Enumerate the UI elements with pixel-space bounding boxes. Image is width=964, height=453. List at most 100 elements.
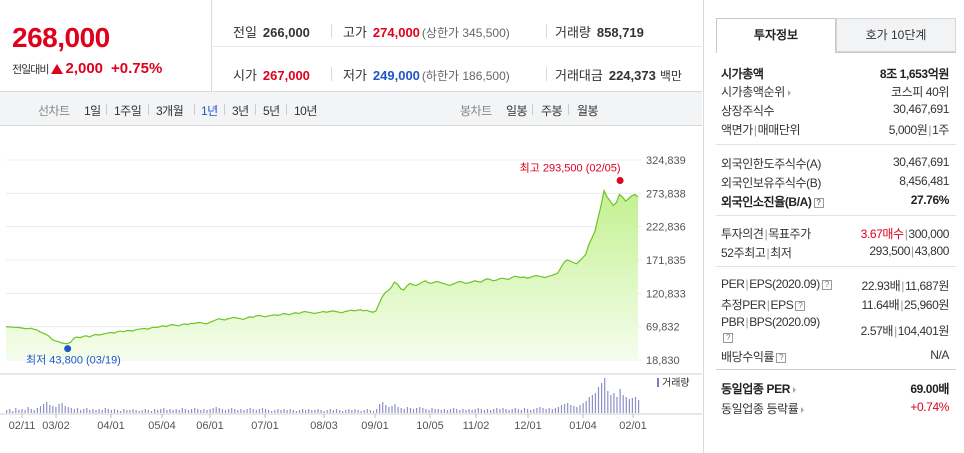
volume-bar	[157, 410, 159, 413]
volume-bar	[523, 408, 526, 413]
volume-bar	[520, 410, 522, 413]
volume-bar	[9, 409, 11, 413]
volume-bar	[166, 410, 168, 413]
divider	[194, 104, 195, 115]
volume-bar	[243, 410, 245, 413]
volume-bar	[187, 410, 190, 413]
volume-bar	[231, 408, 233, 413]
divider	[286, 104, 287, 115]
volume-bar	[468, 409, 470, 413]
bps-value: 104,401원	[897, 324, 950, 338]
divider	[568, 104, 569, 115]
eps-date: (2020.09)	[772, 277, 820, 291]
tab-invest-info[interactable]: 투자정보	[716, 18, 836, 52]
volume-bar	[61, 403, 63, 413]
volume-bar	[527, 409, 529, 413]
volume-bar	[391, 406, 393, 413]
x-tick-label: 04/01	[97, 420, 125, 432]
stat-high-label: 고가	[343, 25, 367, 40]
volume-bar	[477, 408, 479, 413]
target-label: 목표주가	[768, 227, 811, 241]
line-chart-label: 선차트	[38, 104, 70, 118]
industry-per-label[interactable]: 동일업종 PER	[721, 380, 796, 397]
volume-bar	[320, 410, 322, 413]
volume-bar	[36, 408, 38, 413]
bps-date: (2020.09)	[772, 315, 820, 329]
up-triangle-icon	[51, 63, 64, 74]
volume-bar	[326, 410, 328, 413]
divider	[546, 67, 547, 81]
x-tick-label: 05/04	[148, 420, 176, 432]
volume-bar	[496, 408, 498, 413]
volume-bar	[573, 406, 575, 413]
x-tick-label: 12/01	[514, 420, 542, 432]
volume-bar	[33, 410, 35, 413]
period-3y-button[interactable]: 3년	[232, 104, 249, 118]
volume-bar	[15, 408, 17, 413]
volume-bar	[274, 410, 276, 413]
invest-info-panel: 투자정보 호가 10단계 시가총액 8조 1,653억원 시가총액순위 코스피 …	[703, 0, 964, 453]
help-icon[interactable]: ?	[821, 279, 832, 290]
volume-bar	[234, 409, 236, 413]
period-5y-button[interactable]: 5년	[263, 104, 280, 118]
candle-monthly-button[interactable]: 월봉	[577, 104, 599, 118]
volume-bar	[588, 397, 590, 413]
volume-bar	[110, 410, 112, 413]
change-value: 2,000	[65, 60, 104, 77]
volume-bar	[83, 409, 85, 413]
volume-bar	[237, 410, 239, 413]
volume-bar	[480, 409, 482, 413]
price-summary: 268,000 전일대비 2,000 +0.75%	[0, 0, 212, 92]
volume-bar	[184, 409, 186, 413]
stat-amount-unit: 백만	[659, 69, 682, 83]
volume-bar	[323, 411, 325, 413]
period-3m-button[interactable]: 3개월	[156, 104, 184, 118]
tab-order-book[interactable]: 호가 10단계	[836, 18, 956, 52]
volume-bar	[249, 408, 251, 413]
y-tick-label: 222,836	[646, 222, 686, 234]
volume-bar	[129, 410, 131, 413]
divider	[106, 104, 107, 115]
divider	[255, 104, 256, 115]
volume-bar	[89, 410, 91, 413]
par-unit-value: 5,000원|1주	[888, 123, 950, 137]
help-icon[interactable]: ?	[776, 352, 787, 363]
par-label: 액면가	[721, 123, 753, 137]
stat-high: 고가 274,000 (상한가 345,500)	[343, 22, 510, 41]
volume-bar	[191, 409, 193, 413]
period-10y-button[interactable]: 10년	[294, 104, 317, 118]
w52-high-value: 293,500	[869, 244, 910, 258]
w52-high-label: 52주최고	[721, 246, 766, 260]
help-icon[interactable]: ?	[795, 300, 806, 311]
stat-volume-label: 거래량	[555, 25, 591, 40]
price-chart[interactable]: 324,839 273,838 222,836 171,835 120,833 69,83…	[0, 126, 702, 453]
divider	[148, 104, 149, 115]
help-icon[interactable]: ?	[723, 332, 733, 343]
volume-bar	[12, 411, 14, 413]
volume-bar	[560, 405, 563, 413]
volume-bar	[289, 409, 291, 413]
volume-bar	[360, 411, 362, 413]
volume-bar	[101, 410, 103, 413]
volume-bar	[212, 408, 214, 413]
volume-bar	[610, 395, 612, 413]
period-1d-button[interactable]: 1일	[84, 104, 101, 118]
help-icon[interactable]: ?	[813, 197, 824, 208]
industry-rate-value: +0.74%	[910, 400, 949, 414]
divider	[716, 215, 956, 216]
est-eps-value: 25,960원	[904, 298, 949, 312]
volume-bar	[92, 409, 94, 413]
per-value: 22.93배	[861, 279, 901, 293]
volume-bar	[511, 409, 513, 413]
volume-bar	[246, 409, 248, 413]
market-cap-rank-label[interactable]: 시가총액순위	[721, 83, 791, 100]
candle-weekly-button[interactable]: 주봉	[541, 104, 563, 118]
period-1y-button[interactable]: 1년	[201, 104, 218, 118]
max-price-label: 최고 293,500 (02/05)	[520, 161, 621, 174]
min-price-label: 최저 43,800 (03/19)	[26, 354, 121, 367]
x-tick-label: 02/11	[9, 420, 36, 432]
volume-bar	[286, 410, 288, 413]
candle-daily-button[interactable]: 일봉	[506, 104, 528, 118]
industry-rate-label[interactable]: 동일업종 등락률	[721, 400, 805, 417]
period-1w-button[interactable]: 1주일	[114, 104, 142, 118]
